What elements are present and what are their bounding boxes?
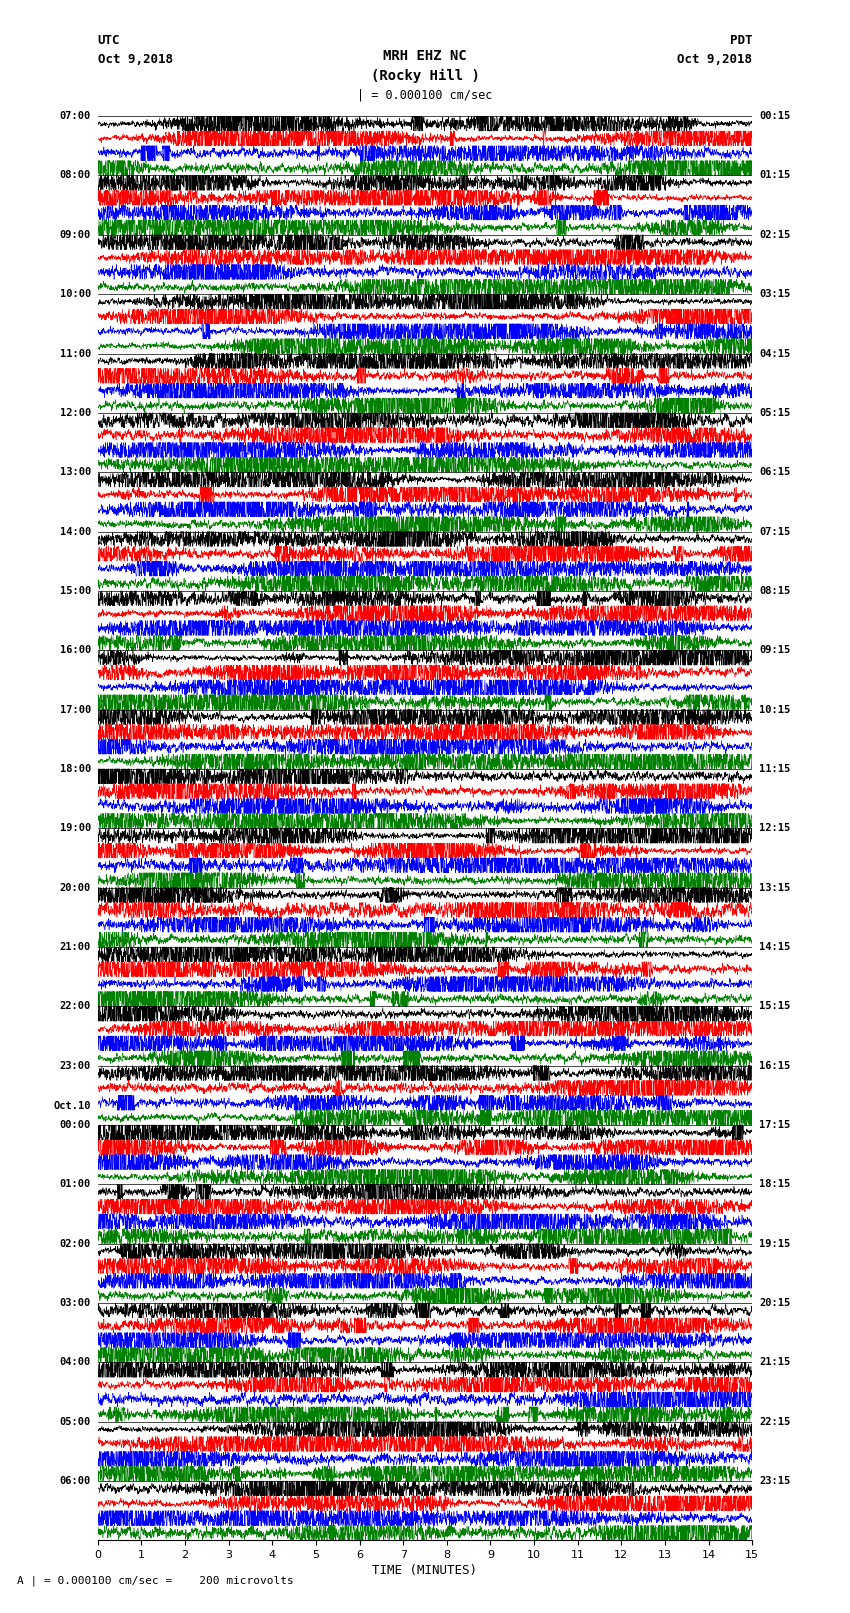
Text: 13:15: 13:15: [759, 882, 791, 892]
Text: 22:00: 22:00: [60, 1002, 91, 1011]
Text: 12:00: 12:00: [60, 408, 91, 418]
Text: MRH EHZ NC: MRH EHZ NC: [383, 50, 467, 63]
Text: A | = 0.000100 cm/sec =    200 microvolts: A | = 0.000100 cm/sec = 200 microvolts: [17, 1576, 294, 1586]
Text: 12:15: 12:15: [759, 823, 791, 834]
Text: 23:00: 23:00: [60, 1061, 91, 1071]
Text: 01:00: 01:00: [60, 1179, 91, 1189]
Text: 10:15: 10:15: [759, 705, 791, 715]
Text: 19:00: 19:00: [60, 823, 91, 834]
Text: 23:15: 23:15: [759, 1476, 791, 1486]
Text: 14:00: 14:00: [60, 526, 91, 537]
Text: 03:15: 03:15: [759, 289, 791, 298]
Text: (Rocky Hill ): (Rocky Hill ): [371, 69, 479, 82]
Text: 04:15: 04:15: [759, 348, 791, 358]
Text: 04:00: 04:00: [60, 1358, 91, 1368]
Text: Oct.10: Oct.10: [54, 1102, 91, 1111]
Text: 16:00: 16:00: [60, 645, 91, 655]
Text: Oct 9,2018: Oct 9,2018: [98, 53, 173, 66]
Text: 20:15: 20:15: [759, 1298, 791, 1308]
Text: Oct 9,2018: Oct 9,2018: [677, 53, 752, 66]
Text: 15:00: 15:00: [60, 586, 91, 595]
Text: 05:00: 05:00: [60, 1416, 91, 1428]
Text: 18:00: 18:00: [60, 765, 91, 774]
Text: | = 0.000100 cm/sec: | = 0.000100 cm/sec: [357, 89, 493, 102]
Text: 20:00: 20:00: [60, 882, 91, 892]
Text: 06:15: 06:15: [759, 468, 791, 477]
Text: 02:15: 02:15: [759, 229, 791, 240]
Text: 01:15: 01:15: [759, 171, 791, 181]
Text: 21:00: 21:00: [60, 942, 91, 952]
Text: 07:00: 07:00: [60, 111, 91, 121]
Text: 05:15: 05:15: [759, 408, 791, 418]
X-axis label: TIME (MINUTES): TIME (MINUTES): [372, 1565, 478, 1578]
Text: 21:15: 21:15: [759, 1358, 791, 1368]
Text: 09:00: 09:00: [60, 229, 91, 240]
Text: 13:00: 13:00: [60, 468, 91, 477]
Text: 06:00: 06:00: [60, 1476, 91, 1486]
Text: 17:00: 17:00: [60, 705, 91, 715]
Text: 15:15: 15:15: [759, 1002, 791, 1011]
Text: 08:15: 08:15: [759, 586, 791, 595]
Text: 19:15: 19:15: [759, 1239, 791, 1248]
Text: 00:00: 00:00: [60, 1119, 91, 1131]
Text: 03:00: 03:00: [60, 1298, 91, 1308]
Text: 22:15: 22:15: [759, 1416, 791, 1428]
Text: 02:00: 02:00: [60, 1239, 91, 1248]
Text: PDT: PDT: [730, 34, 752, 47]
Text: 18:15: 18:15: [759, 1179, 791, 1189]
Text: 14:15: 14:15: [759, 942, 791, 952]
Text: 17:15: 17:15: [759, 1119, 791, 1131]
Text: UTC: UTC: [98, 34, 120, 47]
Text: 07:15: 07:15: [759, 526, 791, 537]
Text: 10:00: 10:00: [60, 289, 91, 298]
Text: 11:00: 11:00: [60, 348, 91, 358]
Text: 11:15: 11:15: [759, 765, 791, 774]
Text: 16:15: 16:15: [759, 1061, 791, 1071]
Text: 09:15: 09:15: [759, 645, 791, 655]
Text: 08:00: 08:00: [60, 171, 91, 181]
Text: 00:15: 00:15: [759, 111, 791, 121]
